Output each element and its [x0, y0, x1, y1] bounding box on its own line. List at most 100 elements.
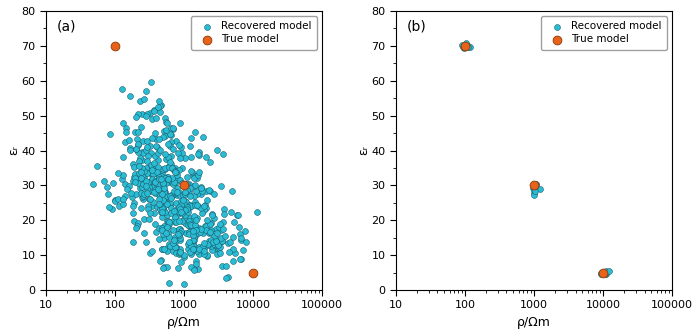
Recovered model	[168, 208, 179, 214]
Recovered model	[164, 200, 176, 206]
Recovered model	[200, 155, 211, 160]
Recovered model	[163, 141, 174, 146]
Recovered model	[161, 264, 172, 269]
Recovered model	[158, 203, 169, 209]
Recovered model	[176, 205, 187, 210]
Recovered model	[213, 224, 224, 230]
Recovered model	[198, 248, 209, 253]
Recovered model	[211, 227, 222, 232]
Recovered model	[157, 206, 168, 211]
Recovered model	[158, 167, 169, 172]
Recovered model	[220, 264, 232, 269]
Recovered model	[207, 240, 218, 245]
Recovered model	[162, 194, 173, 199]
Recovered model	[162, 245, 173, 250]
Recovered model	[193, 231, 204, 236]
Recovered model	[171, 138, 182, 143]
Recovered model	[141, 183, 152, 188]
Recovered model	[154, 174, 165, 179]
Recovered model	[106, 206, 118, 212]
Recovered model	[153, 201, 164, 207]
Recovered model	[146, 171, 158, 176]
Recovered model	[174, 204, 185, 210]
Recovered model	[225, 240, 236, 245]
Recovered model	[154, 258, 165, 264]
Recovered model	[148, 108, 160, 113]
Recovered model	[148, 109, 160, 114]
Recovered model	[188, 183, 199, 188]
Recovered model	[188, 231, 199, 237]
Recovered model	[460, 44, 471, 49]
Recovered model	[528, 192, 539, 197]
Recovered model	[130, 180, 141, 185]
Recovered model	[160, 166, 171, 171]
Recovered model	[220, 233, 231, 239]
Recovered model	[202, 241, 214, 247]
Recovered model	[172, 211, 183, 217]
Recovered model	[162, 199, 173, 204]
Recovered model	[154, 192, 165, 197]
Recovered model	[157, 265, 168, 271]
Recovered model	[190, 224, 201, 230]
Recovered model	[132, 150, 144, 155]
Recovered model	[151, 204, 162, 210]
Recovered model	[160, 209, 171, 214]
Recovered model	[153, 176, 164, 182]
Recovered model	[193, 150, 204, 155]
Recovered model	[185, 185, 196, 191]
Recovered model	[141, 181, 152, 187]
Recovered model	[139, 192, 150, 197]
Recovered model	[134, 179, 145, 185]
Recovered model	[183, 247, 194, 252]
Recovered model	[136, 205, 147, 210]
Recovered model	[134, 170, 145, 176]
Recovered model	[144, 197, 155, 202]
Recovered model	[162, 212, 173, 218]
Recovered model	[156, 247, 167, 252]
Recovered model	[174, 208, 186, 214]
Recovered model	[211, 148, 222, 153]
Recovered model	[167, 209, 178, 215]
Recovered model	[215, 245, 226, 250]
Recovered model	[186, 223, 197, 228]
Recovered model	[160, 230, 172, 235]
Recovered model	[195, 186, 206, 192]
Recovered model	[164, 243, 176, 249]
Recovered model	[141, 179, 152, 184]
Recovered model	[228, 219, 239, 225]
Recovered model	[168, 188, 179, 194]
Recovered model	[530, 182, 541, 188]
Recovered model	[171, 190, 182, 195]
Recovered model	[232, 213, 243, 218]
Recovered model	[140, 239, 151, 245]
Recovered model	[136, 150, 148, 155]
Recovered model	[150, 180, 161, 185]
Recovered model	[197, 243, 209, 248]
Recovered model	[164, 179, 175, 184]
Recovered model	[175, 246, 186, 252]
Recovered model	[206, 212, 217, 217]
Recovered model	[179, 208, 190, 213]
Recovered model	[531, 181, 542, 187]
Recovered model	[131, 223, 142, 228]
Recovered model	[179, 182, 190, 188]
Recovered model	[169, 168, 181, 173]
Recovered model	[119, 193, 130, 199]
Recovered model	[189, 267, 200, 272]
Recovered model	[164, 202, 176, 207]
Recovered model	[201, 217, 212, 223]
Recovered model	[133, 111, 144, 117]
Recovered model	[527, 186, 538, 191]
Recovered model	[129, 174, 140, 180]
Recovered model	[188, 246, 199, 251]
Recovered model	[596, 270, 607, 276]
Recovered model	[136, 112, 148, 117]
Recovered model	[528, 187, 540, 193]
Recovered model	[218, 152, 229, 157]
Recovered model	[205, 228, 216, 233]
Recovered model	[195, 226, 206, 232]
Recovered model	[204, 221, 216, 227]
Recovered model	[189, 234, 200, 240]
Recovered model	[132, 141, 144, 147]
Recovered model	[531, 182, 542, 187]
